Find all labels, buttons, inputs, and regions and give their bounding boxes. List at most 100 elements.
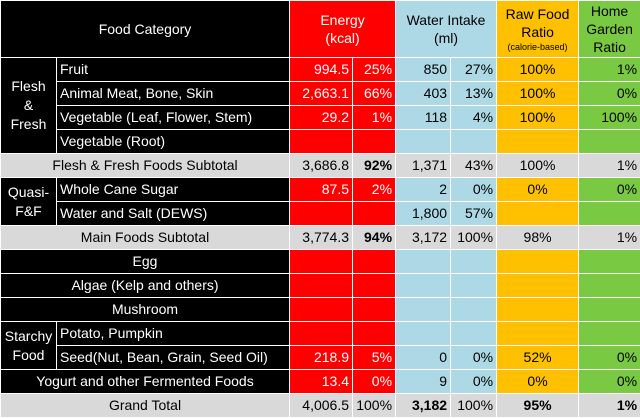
water-value: 1,800 (396, 202, 451, 226)
garden-ratio (579, 250, 640, 274)
garden-ratio (579, 298, 640, 322)
water-value: 118 (396, 106, 451, 130)
header-garden-ratio: Home Garden Ratio (579, 1, 640, 58)
energy-percent: 100% (353, 394, 396, 418)
energy-value: 3,686.8 (290, 154, 353, 178)
header-garden-title1: Home (591, 3, 628, 19)
table-row: Seed(Nut, Bean, Grain, Seed Oil) 218.9 5… (1, 346, 640, 370)
header-water-unit: (ml) (434, 30, 458, 46)
row-label: Algae (Kelp and others) (1, 274, 290, 298)
water-percent: 27% (451, 58, 497, 82)
water-percent: 100% (451, 226, 497, 250)
garden-ratio: 0% (579, 346, 640, 370)
energy-percent: 94% (353, 226, 396, 250)
raw-ratio (497, 274, 579, 298)
row-label: Grand Total (1, 394, 290, 418)
water-percent: 57% (451, 202, 497, 226)
table-row: Vegetable (Root) (1, 130, 640, 154)
header-row: Food Category Energy (kcal) Water Intake… (1, 1, 640, 58)
water-value: 0 (396, 346, 451, 370)
garden-ratio: 1% (579, 154, 640, 178)
energy-value: 87.5 (290, 178, 353, 202)
table-row: Yogurt and other Fermented Foods 13.4 0%… (1, 370, 640, 394)
energy-value (290, 274, 353, 298)
header-water: Water Intake (ml) (396, 1, 497, 58)
grand-total-row: Grand Total 4,006.5 100% 3,182 100% 95% … (1, 394, 640, 418)
header-energy-title: Energy (320, 12, 364, 28)
raw-ratio (497, 202, 579, 226)
garden-ratio: 100% (579, 106, 640, 130)
energy-percent (353, 130, 396, 154)
energy-percent (353, 202, 396, 226)
row-label: Potato, Pumpkin (57, 322, 290, 346)
row-label: Water and Salt (DEWS) (57, 202, 290, 226)
table-row: Vegetable (Leaf, Flower, Stem) 29.2 1% 1… (1, 106, 640, 130)
water-percent: 0% (451, 178, 497, 202)
garden-ratio: 0% (579, 178, 640, 202)
raw-ratio (497, 322, 579, 346)
garden-ratio (579, 130, 640, 154)
group-starchy: Starchy Food (1, 322, 57, 370)
water-value (396, 298, 451, 322)
header-raw-title2: Ratio (521, 24, 554, 40)
energy-percent (353, 274, 396, 298)
row-label: Animal Meat, Bone, Skin (57, 82, 290, 106)
raw-ratio: 100% (497, 58, 579, 82)
row-label: Vegetable (Root) (57, 130, 290, 154)
raw-ratio (497, 130, 579, 154)
table-row: Mushroom (1, 298, 640, 322)
water-value: 3,172 (396, 226, 451, 250)
garden-ratio: 0% (579, 82, 640, 106)
table-row: Animal Meat, Bone, Skin 2,663.1 66% 403 … (1, 82, 640, 106)
energy-value (290, 250, 353, 274)
water-percent (451, 322, 497, 346)
row-label: Fruit (57, 58, 290, 82)
energy-percent: 66% (353, 82, 396, 106)
energy-percent: 1% (353, 106, 396, 130)
raw-ratio: 52% (497, 346, 579, 370)
water-percent: 0% (451, 370, 497, 394)
energy-percent: 2% (353, 178, 396, 202)
group-flesh-fresh: Flesh & Fresh (1, 58, 57, 154)
garden-ratio (579, 322, 640, 346)
row-label: Mushroom (1, 298, 290, 322)
water-value: 1,371 (396, 154, 451, 178)
table-row: Flesh & Fresh Fruit 994.5 25% 850 27% 10… (1, 58, 640, 82)
group-label: Flesh & Fresh (7, 77, 51, 134)
row-label: Flesh & Fresh Foods Subtotal (1, 154, 290, 178)
garden-ratio: 1% (579, 58, 640, 82)
group-label: Quasi-F&F (6, 183, 52, 221)
energy-value: 994.5 (290, 58, 353, 82)
energy-percent: 92% (353, 154, 396, 178)
water-percent (451, 274, 497, 298)
table-row: Quasi-F&F Whole Cane Sugar 87.5 2% 2 0% … (1, 178, 640, 202)
raw-ratio: 0% (497, 370, 579, 394)
header-water-title: Water Intake (407, 12, 486, 28)
water-value: 2 (396, 178, 451, 202)
subtotal-row: Main Foods Subtotal 3,774.3 94% 3,172 10… (1, 226, 640, 250)
garden-ratio: 1% (579, 226, 640, 250)
energy-value: 4,006.5 (290, 394, 353, 418)
row-label: Main Foods Subtotal (1, 226, 290, 250)
water-value: 850 (396, 58, 451, 82)
water-percent: 0% (451, 346, 497, 370)
water-value (396, 274, 451, 298)
energy-percent (353, 250, 396, 274)
water-percent (451, 130, 497, 154)
energy-value: 2,663.1 (290, 82, 353, 106)
garden-ratio (579, 202, 640, 226)
row-label: Yogurt and other Fermented Foods (1, 370, 290, 394)
row-label: Egg (1, 250, 290, 274)
water-value (396, 322, 451, 346)
water-percent: 100% (451, 394, 497, 418)
garden-ratio: 0% (579, 370, 640, 394)
table-row: Starchy Food Potato, Pumpkin (1, 322, 640, 346)
raw-ratio: 100% (497, 154, 579, 178)
energy-percent: 25% (353, 58, 396, 82)
header-energy-unit: (kcal) (325, 30, 359, 46)
header-raw-basis: (calorie-based) (499, 41, 576, 53)
energy-value: 29.2 (290, 106, 353, 130)
energy-percent: 0% (353, 370, 396, 394)
energy-value (290, 322, 353, 346)
